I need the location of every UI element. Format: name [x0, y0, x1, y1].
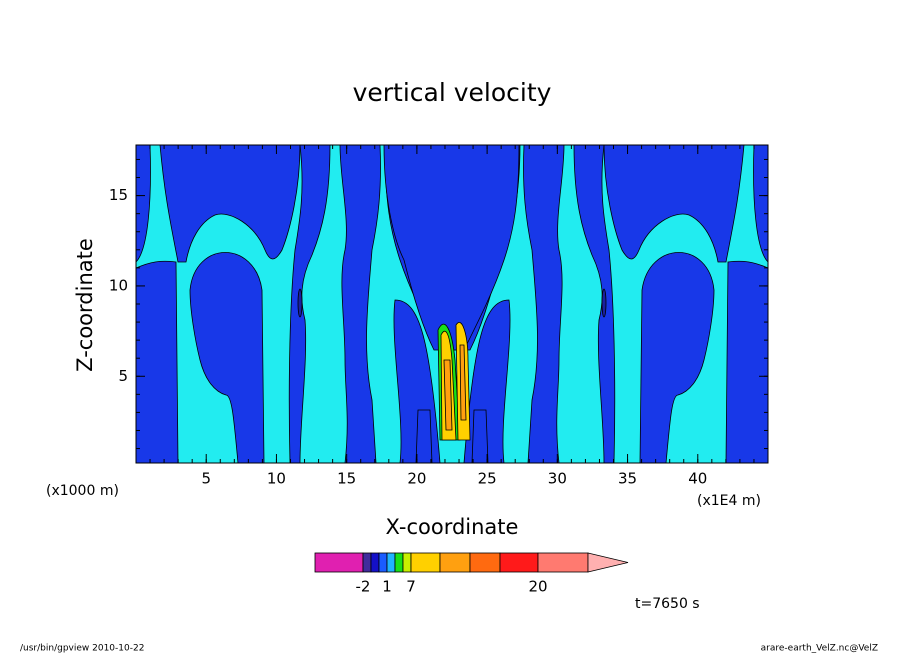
y-tick-label: 5: [118, 367, 128, 385]
core: [437, 322, 471, 441]
x-scale: (x1E4 m): [697, 493, 761, 509]
chart-title: vertical velocity: [353, 78, 552, 107]
x-tick-label: 10: [267, 470, 286, 488]
x-tick-label: 25: [478, 470, 497, 488]
colorbar-cell: [499, 552, 539, 573]
colorbar-cell: [386, 552, 396, 573]
colorbar-cell: [314, 552, 364, 573]
colorbar-cell: [439, 552, 471, 573]
x-tick-label: 5: [201, 470, 211, 488]
colorbar-cell: [537, 552, 589, 573]
colorbar-cell: [370, 552, 380, 573]
time-label: t=7650 s: [635, 596, 700, 612]
colorbar: -2 1 7 20: [314, 552, 629, 596]
x-tick-label: 20: [407, 470, 426, 488]
footer-right: arare-earth_VelZ.nc@VelZ: [761, 644, 878, 654]
colorbar-cell: [469, 552, 501, 573]
colorbar-tick-label: 7: [406, 578, 416, 596]
colorbar-tick-label: 1: [382, 578, 392, 596]
x-unit: (x1000 m): [46, 483, 119, 499]
footer-left: /usr/bin/gpview 2010-10-22: [20, 644, 144, 654]
x-tick-label: 40: [688, 470, 707, 488]
y-tick-label: 15: [109, 186, 128, 204]
y-tick-label: 10: [109, 276, 128, 294]
colorbar-cell: [378, 552, 388, 573]
y-axis-label: Z-coordinate: [73, 238, 97, 372]
colorbar-cell: [394, 552, 404, 573]
colorbar-cell: [402, 552, 412, 573]
colorbar-extension: [587, 552, 629, 573]
colorbar-cell: [362, 552, 372, 573]
contour-field: [136, 145, 768, 463]
colorbar-cell: [410, 552, 441, 573]
x-tick-label: 15: [337, 470, 356, 488]
colorbar-tick-label: 20: [528, 578, 547, 596]
x-tick-label: 30: [548, 470, 567, 488]
colorbar-tick-label: -2: [356, 578, 371, 596]
x-axis-label: X-coordinate: [386, 515, 519, 539]
x-tick-label: 35: [618, 470, 637, 488]
